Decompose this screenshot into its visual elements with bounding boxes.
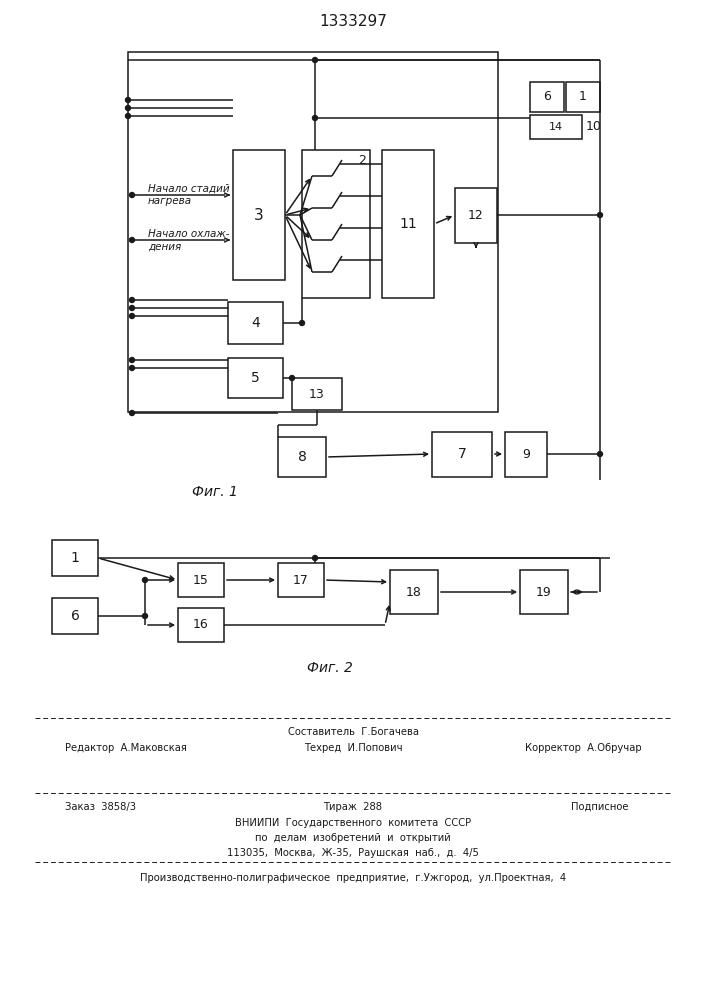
Circle shape [126,105,131,110]
Circle shape [143,578,148,582]
Text: ВНИИПИ  Государственного  комитета  СССР: ВНИИПИ Государственного комитета СССР [235,818,471,828]
Text: 1: 1 [579,91,587,104]
Text: 3: 3 [254,208,264,223]
Circle shape [312,556,317,560]
Bar [302,150,370,298]
Text: 8: 8 [298,450,306,464]
Text: 2: 2 [358,154,366,167]
Text: Подписное: Подписное [571,802,629,812]
Text: 19: 19 [536,585,552,598]
Bar [278,437,326,477]
Text: Заказ  3858/3: Заказ 3858/3 [65,802,136,812]
Bar [52,540,98,576]
Text: 10: 10 [586,120,602,133]
Bar [505,432,547,477]
Text: 13: 13 [309,387,325,400]
Text: 12: 12 [468,209,484,222]
Circle shape [597,213,602,218]
Circle shape [289,375,295,380]
Text: Корректор  А.Обручар: Корректор А.Обручар [525,743,642,753]
Circle shape [129,298,134,302]
Bar [390,570,438,614]
Bar [178,563,224,597]
Text: 15: 15 [193,574,209,586]
Bar [233,150,285,280]
Circle shape [129,306,134,310]
Text: 9: 9 [522,448,530,461]
Bar [566,82,600,112]
Text: 1333297: 1333297 [319,14,387,29]
Text: 4: 4 [251,316,260,330]
Bar [52,598,98,634]
Circle shape [129,358,134,362]
Circle shape [129,192,134,198]
Text: 5: 5 [251,371,260,385]
Circle shape [312,57,317,62]
Text: 18: 18 [406,585,422,598]
Bar [530,115,582,139]
Text: 11: 11 [399,217,417,231]
Bar [382,150,434,298]
Circle shape [597,452,602,456]
Circle shape [129,410,134,416]
Text: 14: 14 [549,122,563,132]
Bar [178,608,224,642]
Text: 17: 17 [293,574,309,586]
Text: 16: 16 [193,618,209,632]
Text: 7: 7 [457,448,467,462]
Bar [455,188,497,243]
Circle shape [129,365,134,370]
Text: Начало охлаж-
дения: Начало охлаж- дения [148,229,230,251]
Circle shape [143,613,148,618]
Circle shape [312,115,317,120]
Text: Начало стадий
нагрева: Начало стадий нагрева [148,184,230,206]
Bar [128,52,498,412]
Text: по  делам  изобретений  и  открытий: по делам изобретений и открытий [255,833,451,843]
Circle shape [129,314,134,318]
Circle shape [126,113,131,118]
Bar [520,570,568,614]
Circle shape [126,98,131,103]
Text: 1: 1 [71,551,79,565]
Bar [228,302,283,344]
Text: Фиг. 2: Фиг. 2 [307,661,353,675]
Text: Тираж  288: Тираж 288 [324,802,382,812]
Text: Редактор  А.Маковская: Редактор А.Маковская [65,743,187,753]
Text: Производственно-полиграфическое  предприятие,  г.Ужгород,  ул.Проектная,  4: Производственно-полиграфическое предприя… [140,873,566,883]
Text: Фиг. 1: Фиг. 1 [192,485,238,499]
Bar [292,378,342,410]
Text: 113035,  Москва,  Ж-35,  Раушская  наб.,  д.  4/5: 113035, Москва, Ж-35, Раушская наб., д. … [227,848,479,858]
Bar [432,432,492,477]
Circle shape [129,237,134,242]
Bar [278,563,324,597]
Circle shape [300,320,305,326]
Bar [530,82,564,112]
Text: 6: 6 [543,91,551,104]
Text: Техред  И.Попович: Техред И.Попович [304,743,402,753]
Bar [228,358,283,398]
Text: 6: 6 [71,609,79,623]
Text: Составитель  Г.Богачева: Составитель Г.Богачева [288,727,419,737]
